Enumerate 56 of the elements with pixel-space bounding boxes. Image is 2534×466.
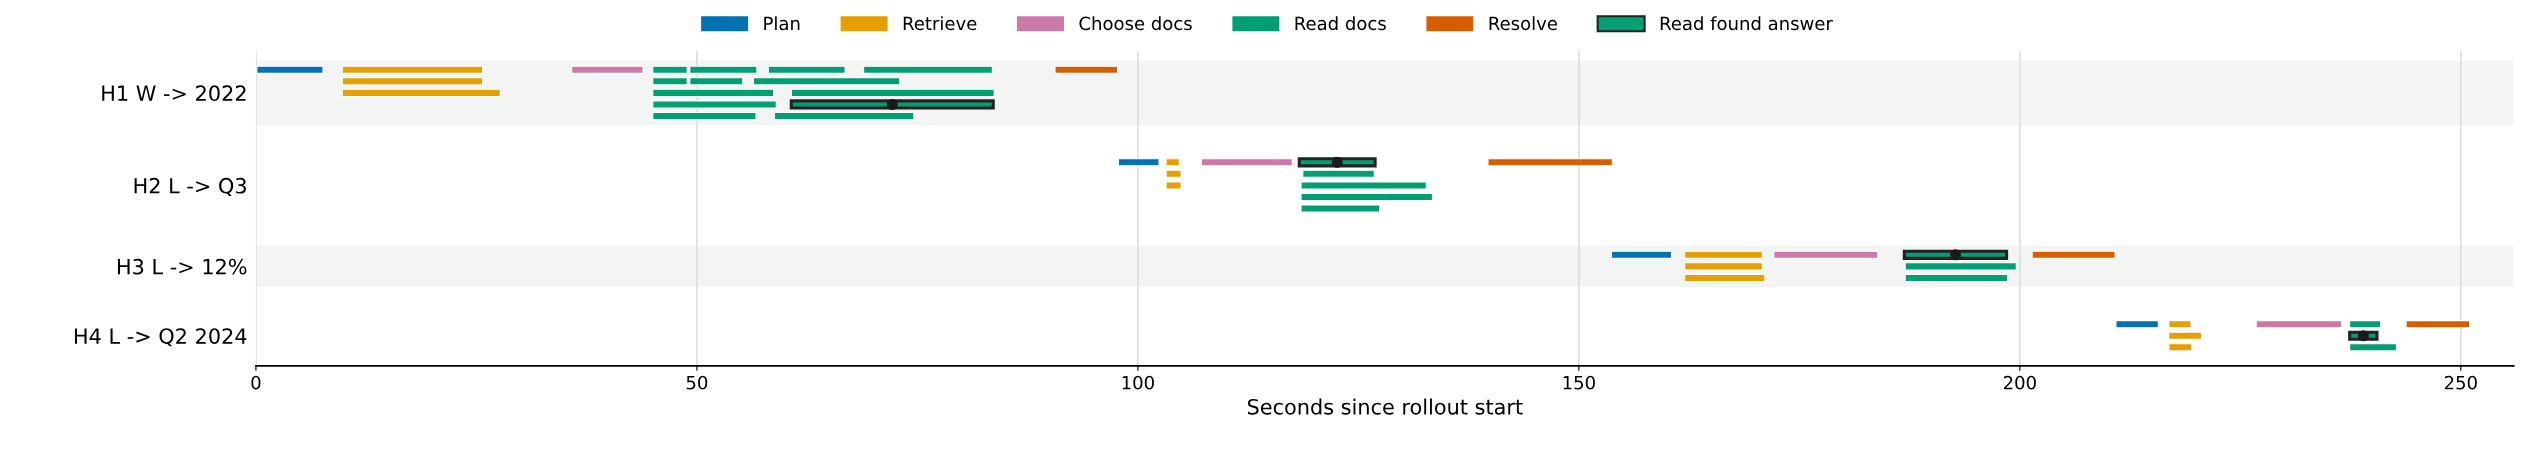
x-tick-label: 0 <box>251 375 261 390</box>
x-tick-label: 100 <box>1122 375 1154 390</box>
bar <box>1300 204 1381 213</box>
y-tick-label: H3 L -> 12% <box>117 258 247 275</box>
bar <box>1684 250 1763 259</box>
bar <box>1200 158 1293 167</box>
x-tick-label: 250 <box>2444 375 2477 390</box>
y-tick-label: H2 L -> Q3 <box>134 177 246 197</box>
legend-label: Choose docs <box>1079 16 1192 31</box>
bar <box>2255 320 2343 329</box>
bar <box>341 77 484 86</box>
bar <box>2031 250 2116 259</box>
y-tick-label: H4 L -> Q2 2024 <box>74 328 247 347</box>
bar <box>752 77 901 86</box>
bar <box>773 111 915 121</box>
bar <box>1302 169 1375 178</box>
y-tick-label: H1 W -> 2022 <box>102 85 246 102</box>
bar <box>1117 158 1160 167</box>
bar <box>1904 262 2017 271</box>
x-tick-label: 150 <box>1563 375 1595 390</box>
legend-label: Read found answer <box>1660 16 1833 31</box>
x-axis-title: Seconds since rollout start <box>1247 398 1523 415</box>
bar <box>2168 331 2203 340</box>
bar <box>767 65 846 74</box>
bar <box>341 65 484 74</box>
legend-label: Retrieve <box>903 16 977 31</box>
bar <box>1684 262 1763 271</box>
bar <box>2405 320 2471 329</box>
bar <box>2115 320 2159 329</box>
legend-label: Resolve <box>1489 16 1557 31</box>
bar <box>1610 250 1673 259</box>
bar <box>863 65 993 74</box>
x-tick-label: 50 <box>686 375 708 390</box>
bar <box>1300 181 1427 190</box>
bar <box>1300 192 1434 202</box>
bar <box>652 100 777 109</box>
bar <box>1165 158 1180 167</box>
bar <box>1165 181 1182 190</box>
bar <box>1773 250 1879 259</box>
bar <box>1684 273 1766 283</box>
legend-label: Read docs <box>1295 16 1386 31</box>
legend-label: Plan <box>764 16 800 31</box>
bar <box>1165 169 1182 178</box>
bar <box>2168 320 2192 329</box>
bar <box>1904 273 2009 283</box>
bar <box>1487 158 1613 167</box>
bar <box>2168 343 2193 352</box>
bar <box>652 111 757 121</box>
bar <box>790 88 995 98</box>
bar <box>341 88 501 98</box>
bar <box>2349 343 2397 352</box>
bar <box>652 88 775 98</box>
bar <box>1054 65 1119 74</box>
bar <box>2349 320 2382 329</box>
x-tick-label: 200 <box>2003 375 2036 390</box>
bar <box>571 65 644 74</box>
